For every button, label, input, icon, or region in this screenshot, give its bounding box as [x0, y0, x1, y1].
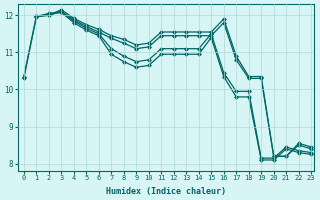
X-axis label: Humidex (Indice chaleur): Humidex (Indice chaleur): [106, 187, 226, 196]
